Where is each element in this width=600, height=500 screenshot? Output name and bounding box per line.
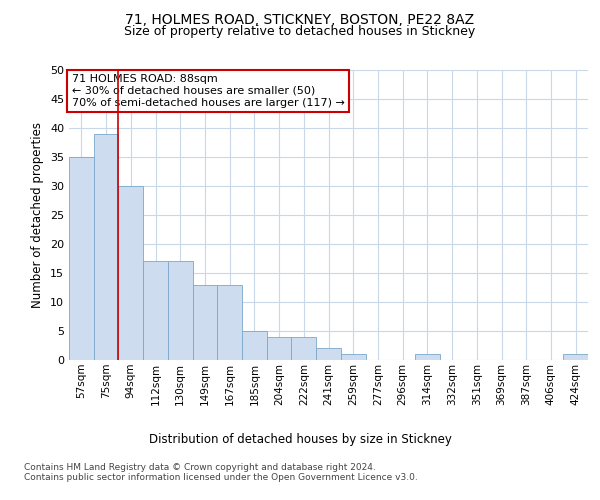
Bar bbox=[217, 284, 242, 360]
Bar bbox=[292, 337, 316, 360]
Bar bbox=[118, 186, 143, 360]
Bar bbox=[242, 331, 267, 360]
Bar bbox=[193, 284, 217, 360]
Bar bbox=[69, 157, 94, 360]
Bar bbox=[143, 262, 168, 360]
Bar bbox=[341, 354, 365, 360]
Text: 71 HOLMES ROAD: 88sqm
← 30% of detached houses are smaller (50)
70% of semi-deta: 71 HOLMES ROAD: 88sqm ← 30% of detached … bbox=[71, 74, 344, 108]
Bar bbox=[563, 354, 588, 360]
Text: Size of property relative to detached houses in Stickney: Size of property relative to detached ho… bbox=[124, 25, 476, 38]
Bar bbox=[168, 262, 193, 360]
Bar bbox=[94, 134, 118, 360]
Bar bbox=[415, 354, 440, 360]
Text: Contains HM Land Registry data © Crown copyright and database right 2024.
Contai: Contains HM Land Registry data © Crown c… bbox=[24, 462, 418, 482]
Bar bbox=[316, 348, 341, 360]
Bar bbox=[267, 337, 292, 360]
Y-axis label: Number of detached properties: Number of detached properties bbox=[31, 122, 44, 308]
Text: 71, HOLMES ROAD, STICKNEY, BOSTON, PE22 8AZ: 71, HOLMES ROAD, STICKNEY, BOSTON, PE22 … bbox=[125, 12, 475, 26]
Text: Distribution of detached houses by size in Stickney: Distribution of detached houses by size … bbox=[149, 432, 451, 446]
